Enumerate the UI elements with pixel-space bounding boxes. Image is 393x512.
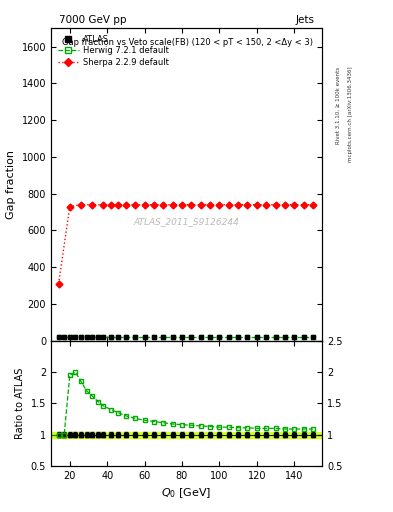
Y-axis label: Gap fraction: Gap fraction: [6, 150, 16, 219]
Text: Rivet 3.1.10, ≥ 100k events: Rivet 3.1.10, ≥ 100k events: [336, 67, 341, 144]
X-axis label: $Q_0$ [GeV]: $Q_0$ [GeV]: [162, 486, 212, 500]
Text: 7000 GeV pp: 7000 GeV pp: [59, 14, 127, 25]
Text: Jets: Jets: [296, 14, 314, 25]
Legend: ATLAS, Herwig 7.2.1 default, Sherpa 2.2.9 default: ATLAS, Herwig 7.2.1 default, Sherpa 2.2.…: [55, 32, 171, 69]
Text: Gap fraction vs Veto scale(FB) (120 < pT < 150, 2 <Δy < 3): Gap fraction vs Veto scale(FB) (120 < pT…: [62, 37, 313, 47]
Text: mcplots.cern.ch [arXiv:1306.3436]: mcplots.cern.ch [arXiv:1306.3436]: [348, 67, 353, 162]
Y-axis label: Ratio to ATLAS: Ratio to ATLAS: [15, 368, 25, 439]
Text: ATLAS_2011_S9126244: ATLAS_2011_S9126244: [134, 218, 240, 226]
